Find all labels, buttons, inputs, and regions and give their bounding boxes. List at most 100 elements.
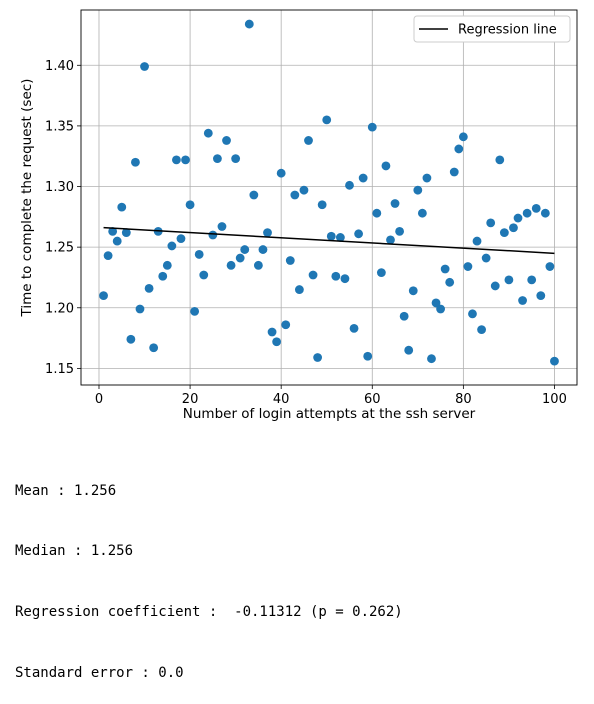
- data-point: [317, 200, 327, 210]
- data-point: [354, 229, 364, 239]
- data-point: [249, 190, 259, 200]
- data-point: [112, 236, 122, 246]
- data-point: [213, 154, 222, 164]
- x-tick-label: 80: [455, 392, 472, 407]
- data-point: [326, 231, 336, 241]
- y-tick-label: 1.15: [45, 362, 74, 377]
- data-point: [550, 356, 559, 366]
- data-point: [254, 260, 263, 270]
- data-point: [545, 262, 555, 271]
- data-point: [340, 274, 350, 284]
- y-tick-label: 1.40: [45, 59, 74, 74]
- data-point: [99, 291, 108, 301]
- data-point: [458, 132, 468, 142]
- data-point: [481, 253, 491, 263]
- data-point: [181, 155, 190, 165]
- x-tick-label: 20: [182, 392, 199, 407]
- data-point: [499, 228, 509, 237]
- data-point: [203, 128, 213, 138]
- y-tick-label: 1.35: [45, 119, 74, 134]
- data-point: [235, 253, 245, 263]
- data-point: [463, 262, 473, 271]
- x-tick-label: 60: [364, 392, 381, 407]
- data-point: [376, 268, 386, 278]
- data-point: [194, 250, 204, 259]
- data-point: [436, 304, 445, 314]
- data-point: [267, 327, 277, 337]
- data-point: [308, 270, 318, 280]
- legend-box: [413, 15, 571, 43]
- data-point: [121, 228, 131, 237]
- data-point: [276, 168, 286, 178]
- stats-median: Median : 1.256: [15, 543, 134, 560]
- data-point: [149, 343, 159, 353]
- data-point: [404, 345, 414, 355]
- data-point: [322, 115, 332, 125]
- legend: Regression line: [413, 15, 571, 43]
- data-point: [345, 180, 354, 190]
- data-point: [486, 218, 496, 228]
- data-point: [272, 337, 282, 347]
- scatter-chart: 0 20 40 60 80 100 1.15 1.20 1.25 1.30 1.35 1.40 Num…: [19, 9, 578, 422]
- data-point: [358, 173, 368, 183]
- data-point: [185, 200, 195, 210]
- x-axis-label: Number of login attempts at the ssh serv…: [183, 406, 476, 422]
- data-point: [399, 311, 409, 321]
- data-point: [190, 307, 200, 316]
- data-points: [99, 19, 559, 366]
- data-point: [244, 19, 254, 29]
- y-tick-label: 1.30: [45, 180, 74, 195]
- data-point: [472, 236, 482, 246]
- data-point: [531, 203, 541, 213]
- data-point: [422, 173, 432, 183]
- data-point: [395, 226, 404, 236]
- data-point: [231, 154, 241, 164]
- data-point: [381, 161, 391, 171]
- data-point: [440, 264, 450, 274]
- data-point: [540, 208, 550, 218]
- data-point: [240, 245, 250, 254]
- data-point: [468, 309, 477, 319]
- data-point: [281, 320, 291, 330]
- x-tick-label: 40: [273, 392, 290, 407]
- grid-lines: [81, 10, 577, 385]
- data-point: [386, 235, 395, 245]
- data-point: [140, 62, 149, 71]
- data-point: [135, 304, 145, 314]
- stats-stderr: Standard error : 0.0: [15, 665, 184, 682]
- data-point: [449, 167, 459, 177]
- data-point: [126, 334, 136, 344]
- data-point: [304, 136, 313, 145]
- data-point: [335, 233, 345, 242]
- data-point: [208, 230, 218, 240]
- data-point: [158, 271, 168, 281]
- data-point: [285, 256, 295, 265]
- x-tick-label: 0: [95, 392, 103, 407]
- data-point: [372, 208, 382, 218]
- data-point: [504, 275, 514, 285]
- stats-output: Mean : 1.256 Median : 1.256 Regression c…: [15, 440, 403, 704]
- data-point: [417, 208, 427, 218]
- data-point: [117, 202, 127, 212]
- data-point: [518, 296, 527, 305]
- data-point: [367, 122, 377, 132]
- data-point: [363, 351, 373, 361]
- y-tick-label: 1.25: [45, 241, 74, 256]
- data-point: [131, 157, 140, 167]
- stats-regression: Regression coefficient : -0.11312 (p = 0…: [15, 604, 403, 621]
- data-point: [294, 285, 304, 294]
- data-point: [454, 144, 464, 154]
- data-point: [199, 270, 209, 280]
- data-point: [390, 199, 400, 208]
- stats-mean: Mean : 1.256: [15, 482, 117, 499]
- data-point: [536, 291, 546, 301]
- data-point: [349, 323, 359, 333]
- data-point: [217, 222, 227, 231]
- data-point: [445, 277, 455, 287]
- data-point: [162, 260, 172, 270]
- regression-line: [103, 226, 555, 255]
- axis-ticks: 0 20 40 60 80 100 1.15 1.20 1.25 1.30 1.35 1.40: [45, 59, 567, 407]
- data-point: [408, 286, 418, 296]
- data-point: [527, 275, 537, 285]
- data-point: [522, 208, 532, 218]
